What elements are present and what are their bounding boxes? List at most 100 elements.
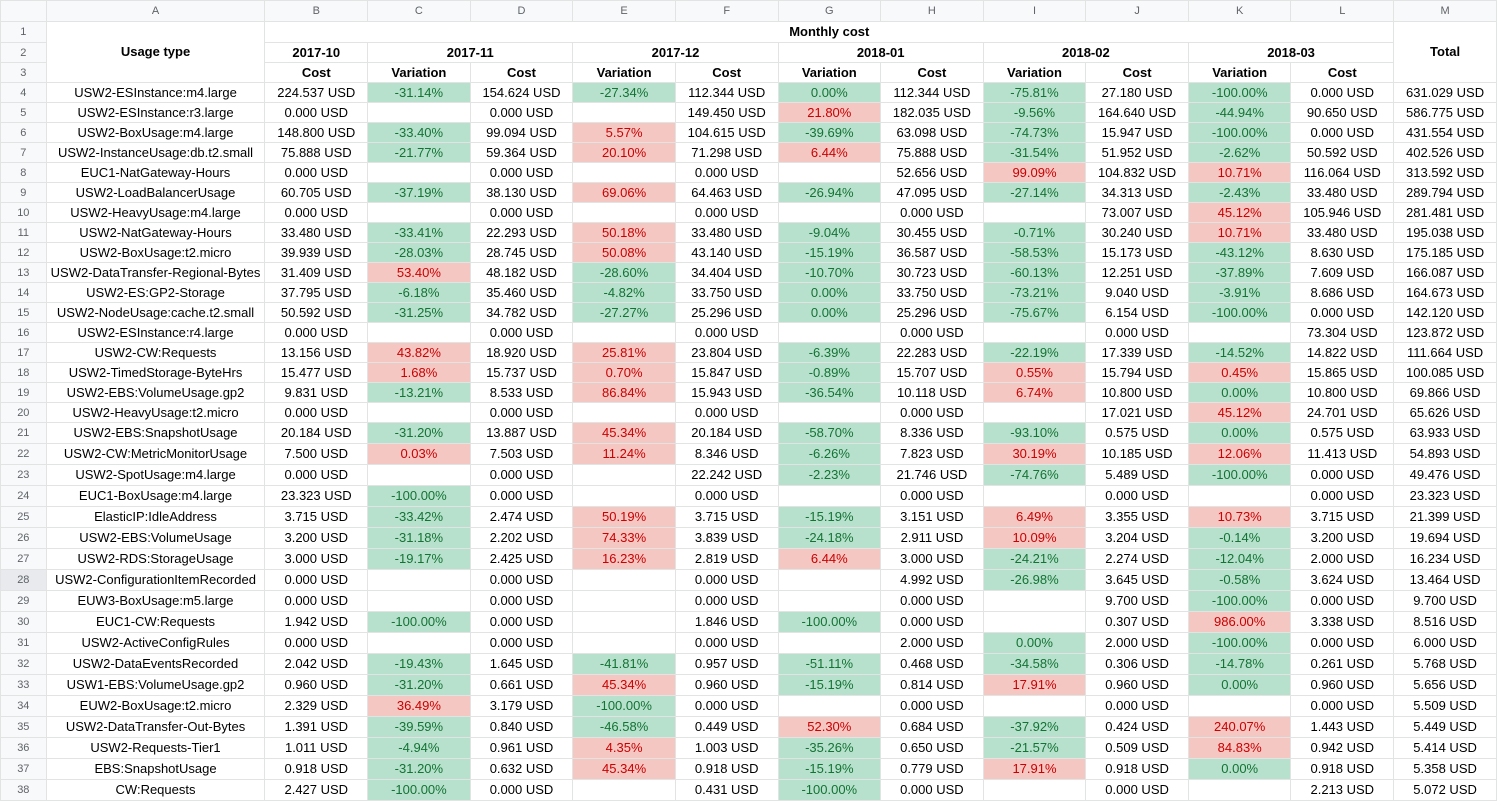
variation-cell[interactable]: 36.49% [367, 695, 471, 717]
variation-cell[interactable]: -31.20% [367, 758, 471, 780]
cost-cell[interactable]: 38.130 USD [469, 182, 574, 203]
total-header[interactable]: Total [1393, 21, 1497, 83]
variation-cell[interactable]: -27.34% [572, 82, 676, 103]
variation-cell[interactable] [1187, 779, 1292, 801]
cost-cell[interactable]: 4.992 USD [880, 569, 984, 591]
variation-cell[interactable]: -33.42% [367, 506, 471, 528]
column-header-L[interactable]: L [1290, 0, 1395, 22]
cost-cell[interactable]: 0.000 USD [469, 485, 574, 507]
cost-cell[interactable]: 3.000 USD [880, 548, 984, 570]
variation-cell[interactable]: 10.71% [1187, 162, 1292, 183]
cost-cell[interactable]: 3.200 USD [264, 527, 369, 549]
variation-cell[interactable]: -36.54% [777, 382, 882, 403]
cost-cell[interactable]: 10.185 USD [1085, 443, 1189, 465]
cost-cell[interactable]: 0.000 USD [1085, 485, 1189, 507]
cost-cell[interactable]: 73.304 USD [1290, 322, 1395, 343]
cost-cell[interactable]: 2.000 USD [1290, 548, 1395, 570]
total-cell[interactable]: 5.449 USD [1393, 716, 1497, 738]
cost-cell[interactable]: 31.409 USD [264, 262, 369, 283]
cost-cell[interactable]: 15.477 USD [264, 362, 369, 383]
cost-cell[interactable]: 0.840 USD [469, 716, 574, 738]
row-header-36[interactable]: 36 [0, 737, 47, 759]
variation-cell[interactable]: -21.77% [367, 142, 471, 163]
total-cell[interactable]: 13.464 USD [1393, 569, 1497, 591]
cost-cell[interactable]: 35.460 USD [469, 282, 574, 303]
usage-type-cell[interactable]: USW2-BoxUsage:t2.micro [45, 242, 266, 263]
usage-type-cell[interactable]: USW1-EBS:VolumeUsage.gp2 [45, 674, 266, 696]
variation-cell[interactable] [367, 632, 471, 654]
cost-cell[interactable]: 104.615 USD [674, 122, 779, 143]
cost-cell[interactable]: 0.961 USD [469, 737, 574, 759]
variation-cell[interactable] [572, 202, 676, 223]
variation-cell[interactable]: -15.19% [777, 758, 882, 780]
cost-cell[interactable]: 7.503 USD [469, 443, 574, 465]
variation-cell[interactable]: -6.26% [777, 443, 882, 465]
cost-cell[interactable]: 20.184 USD [264, 422, 369, 444]
cost-cell[interactable]: 0.000 USD [469, 162, 574, 183]
variation-cell[interactable]: -74.73% [982, 122, 1087, 143]
variation-cell[interactable]: -100.00% [1187, 632, 1292, 654]
cost-cell[interactable]: 0.000 USD [1290, 302, 1395, 323]
variation-cell[interactable]: -100.00% [1187, 590, 1292, 612]
variation-cell[interactable]: 0.00% [982, 632, 1087, 654]
usage-type-cell[interactable]: USW2-HeavyUsage:t2.micro [45, 402, 266, 423]
cost-cell[interactable]: 64.463 USD [674, 182, 779, 203]
variation-cell[interactable]: -21.57% [982, 737, 1087, 759]
column-header-I[interactable]: I [982, 0, 1087, 22]
variation-cell[interactable]: 6.44% [777, 548, 882, 570]
cost-cell[interactable]: 0.000 USD [264, 402, 369, 423]
cost-cell[interactable]: 154.624 USD [469, 82, 574, 103]
cost-cell[interactable]: 2.425 USD [469, 548, 574, 570]
variation-cell[interactable]: 74.33% [572, 527, 676, 549]
row-header-29[interactable]: 29 [0, 590, 47, 612]
cost-cell[interactable]: 0.000 USD [264, 102, 369, 123]
cost-subheader[interactable]: Cost [1085, 62, 1189, 83]
cost-cell[interactable]: 0.000 USD [264, 569, 369, 591]
cost-cell[interactable]: 0.000 USD [674, 695, 779, 717]
usage-type-cell[interactable]: EUC1-BoxUsage:m4.large [45, 485, 266, 507]
cost-cell[interactable]: 1.011 USD [264, 737, 369, 759]
usage-type-cell[interactable]: USW2-NodeUsage:cache.t2.small [45, 302, 266, 323]
variation-cell[interactable]: -33.40% [367, 122, 471, 143]
variation-cell[interactable]: 17.91% [982, 758, 1087, 780]
cost-cell[interactable]: 3.715 USD [1290, 506, 1395, 528]
variation-cell[interactable]: -0.71% [982, 222, 1087, 243]
cost-subheader[interactable]: Cost [469, 62, 574, 83]
cost-cell[interactable]: 14.822 USD [1290, 342, 1395, 363]
variation-cell[interactable] [982, 611, 1087, 633]
variation-cell[interactable]: -73.21% [982, 282, 1087, 303]
total-cell[interactable]: 586.775 USD [1393, 102, 1497, 123]
cost-cell[interactable]: 0.000 USD [1290, 590, 1395, 612]
cost-cell[interactable]: 0.261 USD [1290, 653, 1395, 675]
cost-subheader[interactable]: Cost [264, 62, 369, 83]
variation-cell[interactable]: -44.94% [1187, 102, 1292, 123]
variation-cell[interactable]: -93.10% [982, 422, 1087, 444]
cost-cell[interactable]: 22.242 USD [674, 464, 779, 486]
variation-cell[interactable]: 0.45% [1187, 362, 1292, 383]
variation-cell[interactable]: 4.35% [572, 737, 676, 759]
column-header-D[interactable]: D [469, 0, 574, 22]
usage-type-cell[interactable]: USW2-BoxUsage:m4.large [45, 122, 266, 143]
cost-cell[interactable]: 59.364 USD [469, 142, 574, 163]
row-header-13[interactable]: 13 [0, 262, 47, 283]
column-header-E[interactable]: E [572, 0, 676, 22]
cost-cell[interactable]: 0.000 USD [469, 322, 574, 343]
usage-type-cell[interactable]: ElasticIP:IdleAddress [45, 506, 266, 528]
variation-cell[interactable] [572, 632, 676, 654]
row-header-2[interactable]: 2 [0, 42, 47, 63]
variation-cell[interactable]: 25.81% [572, 342, 676, 363]
variation-cell[interactable]: 50.18% [572, 222, 676, 243]
cost-cell[interactable]: 2.819 USD [674, 548, 779, 570]
row-header-11[interactable]: 11 [0, 222, 47, 243]
variation-cell[interactable]: -9.04% [777, 222, 882, 243]
cost-cell[interactable]: 9.700 USD [1085, 590, 1189, 612]
variation-cell[interactable]: -31.20% [367, 422, 471, 444]
cost-cell[interactable]: 90.650 USD [1290, 102, 1395, 123]
variation-cell[interactable]: 0.03% [367, 443, 471, 465]
cost-cell[interactable]: 0.000 USD [674, 485, 779, 507]
cost-cell[interactable]: 0.000 USD [264, 322, 369, 343]
cost-cell[interactable]: 0.000 USD [469, 590, 574, 612]
cost-cell[interactable]: 33.480 USD [1290, 222, 1395, 243]
usage-type-cell[interactable]: USW2-Requests-Tier1 [45, 737, 266, 759]
cost-cell[interactable]: 23.323 USD [264, 485, 369, 507]
